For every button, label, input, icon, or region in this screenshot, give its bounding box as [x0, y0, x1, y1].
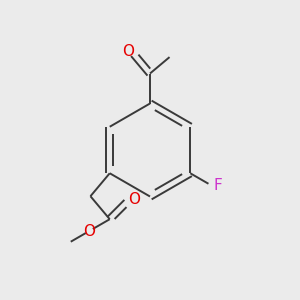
Text: O: O — [128, 192, 140, 207]
Text: O: O — [122, 44, 134, 59]
Text: F: F — [214, 178, 223, 194]
Text: O: O — [83, 224, 95, 239]
